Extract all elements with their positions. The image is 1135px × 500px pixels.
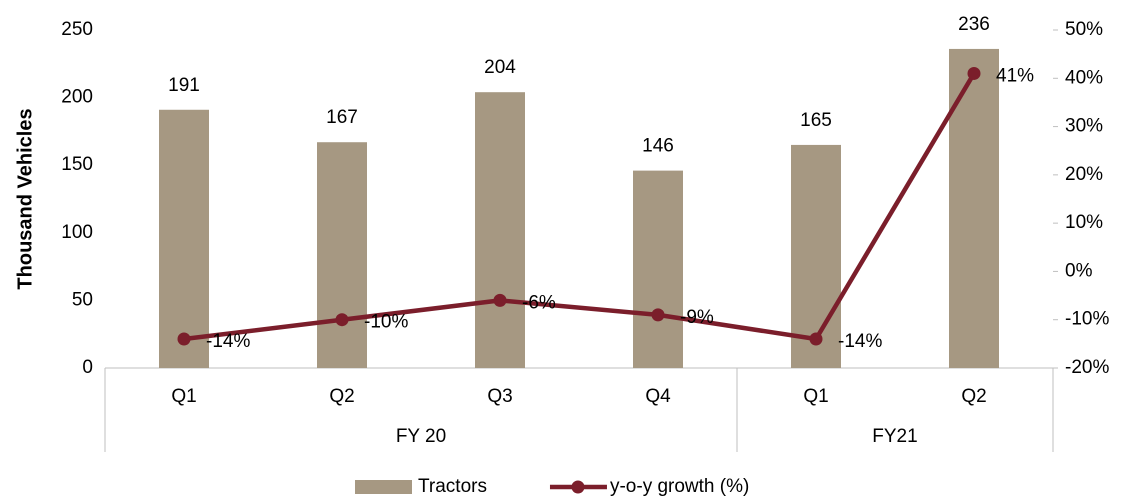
y-tick-label: 250 (61, 19, 93, 40)
bar-value-label: 146 (642, 136, 674, 157)
y-tick-label: 100 (61, 222, 93, 243)
legend-marker (571, 480, 585, 494)
line-value-label: -9% (680, 307, 714, 328)
y2-tick-label: 30% (1065, 116, 1103, 137)
bar (949, 48, 999, 368)
y-tick-label: 200 (61, 87, 93, 108)
x-tick-label: Q2 (961, 386, 986, 407)
x-tick-label: Q1 (171, 386, 196, 407)
line-marker (651, 308, 665, 322)
bar (633, 170, 683, 368)
line-value-label: 41% (996, 65, 1034, 86)
group-label: FY21 (872, 426, 917, 447)
bar (475, 92, 525, 368)
x-tick-label: Q2 (329, 386, 354, 407)
legend-label: Tractors (418, 476, 487, 497)
bar (791, 144, 841, 368)
legend-label: y-o-y growth (%) (610, 476, 749, 497)
x-tick-label: Q1 (803, 386, 828, 407)
y-tick-label: 50 (72, 289, 93, 310)
y2-tick-label: 40% (1065, 67, 1103, 88)
legend-swatch (355, 480, 412, 494)
group-label: FY 20 (396, 426, 446, 447)
bar (159, 109, 209, 368)
line-marker (493, 293, 507, 307)
x-tick-label: Q4 (645, 386, 671, 407)
y2-tick-label: 50% (1065, 19, 1103, 40)
bar-value-label: 165 (800, 110, 832, 131)
bar-value-label: 204 (484, 57, 516, 78)
line-marker (967, 66, 981, 80)
line (183, 72, 976, 342)
y2-tick-label: -10% (1065, 309, 1109, 330)
y2-tick-label: -20% (1065, 357, 1109, 378)
line-value-label: -6% (522, 292, 556, 313)
y-axis-label: Thousand Vehicles (14, 108, 36, 289)
y2-tick-label: 10% (1065, 212, 1103, 233)
y-tick-label: 150 (61, 154, 93, 175)
y-tick-label: 0 (82, 357, 93, 378)
bar-value-label: 167 (326, 107, 358, 128)
bar (317, 142, 367, 368)
y2-tick-label: 20% (1065, 164, 1103, 185)
x-tick-label: Q3 (487, 386, 512, 407)
line-value-label: -14% (206, 331, 250, 352)
line-marker (809, 332, 823, 346)
y2-tick-label: 0% (1065, 260, 1093, 281)
line-marker (335, 313, 349, 327)
bar-value-label: 191 (168, 75, 200, 96)
line-value-label: -14% (838, 331, 882, 352)
line-marker (177, 332, 191, 346)
line-value-label: -10% (364, 312, 408, 333)
bar-value-label: 236 (958, 14, 990, 35)
